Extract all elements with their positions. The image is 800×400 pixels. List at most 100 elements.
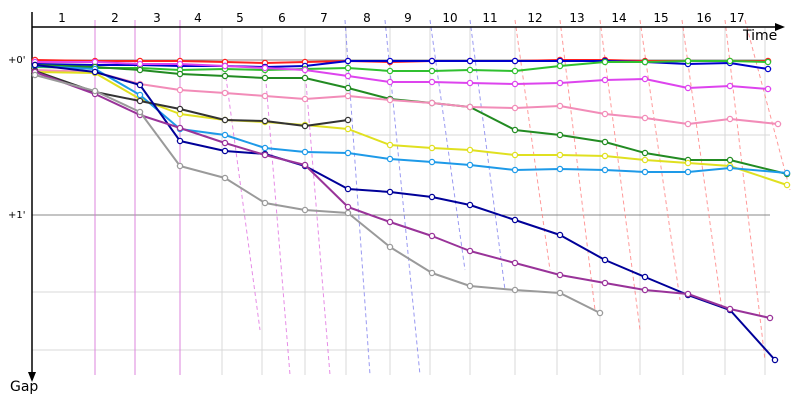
series-6-point-9 xyxy=(386,96,394,104)
time-axis-label: Time xyxy=(742,28,777,44)
series-8-point-8 xyxy=(344,149,352,157)
lap-label-15: 15 xyxy=(653,11,668,25)
series-8-point-17 xyxy=(726,164,734,172)
series-3-point-18 xyxy=(764,58,772,66)
series-4-point-16 xyxy=(684,84,692,92)
series-3-point-17 xyxy=(726,57,734,65)
series-10-point-18 xyxy=(771,356,779,364)
series-3-point-14 xyxy=(601,58,609,66)
series-5-point-5 xyxy=(221,72,229,80)
series-11-point-11 xyxy=(466,247,474,255)
series-2-point-10 xyxy=(428,57,436,65)
series-7-point-15 xyxy=(641,156,649,164)
series-7-point-10 xyxy=(428,144,436,152)
series-6-point-13 xyxy=(556,102,564,110)
series-11-point-14 xyxy=(601,279,609,287)
lap-label-11: 11 xyxy=(482,11,497,25)
lap-label-5: 5 xyxy=(236,11,244,25)
series-11-point-15 xyxy=(641,286,649,294)
series-9-point-4 xyxy=(176,105,184,113)
pit-stop-lines xyxy=(94,19,791,376)
series-10-point-13 xyxy=(556,231,564,239)
series-11-point-9 xyxy=(386,218,394,226)
series-6-point-11 xyxy=(466,103,474,111)
series-12-point-6 xyxy=(261,199,269,207)
series-6-point-14 xyxy=(601,110,609,118)
series-9-point-7 xyxy=(301,122,309,130)
series-6 xyxy=(31,66,782,128)
series-10-point-8 xyxy=(344,185,352,193)
series-5-point-3 xyxy=(136,66,144,74)
gap-tick-one: +1' xyxy=(8,210,26,221)
series-12-point-9 xyxy=(386,243,394,251)
series-12-point-14 xyxy=(596,309,604,317)
series-5-point-17 xyxy=(726,156,734,164)
series-6-point-15 xyxy=(641,114,649,122)
series-7-point-13 xyxy=(556,151,564,159)
series-12 xyxy=(31,71,604,317)
series-3-point-11 xyxy=(466,66,474,74)
series-8-point-10 xyxy=(428,158,436,166)
series-2-point-12 xyxy=(511,57,519,65)
series-3-point-13 xyxy=(556,62,564,70)
series-6-point-5 xyxy=(221,89,229,97)
series-8-point-3 xyxy=(136,91,144,99)
series-8-point-5 xyxy=(221,131,229,139)
lap-label-7: 7 xyxy=(320,11,328,25)
gap-axis-arrow xyxy=(28,372,36,382)
series-8-point-13 xyxy=(556,165,564,173)
driver-series xyxy=(31,56,791,364)
series-11-point-18 xyxy=(766,314,774,322)
gap-tick-zero: +0' xyxy=(8,55,26,66)
series-4-point-12 xyxy=(511,80,519,88)
pit-line-7 xyxy=(344,19,371,376)
grid xyxy=(32,28,770,375)
series-5-point-8 xyxy=(344,84,352,92)
series-10-point-1 xyxy=(31,61,39,69)
series-8-point-16 xyxy=(684,168,692,176)
pit-line-5 xyxy=(264,69,291,376)
series-10-point-3 xyxy=(136,81,144,89)
series-line-7 xyxy=(34,71,788,186)
series-4-point-9 xyxy=(386,78,394,86)
series-9-point-8 xyxy=(344,116,352,124)
series-7-point-9 xyxy=(386,141,394,149)
series-6-point-12 xyxy=(511,104,519,112)
series-12-point-8 xyxy=(344,209,352,217)
series-6-point-4 xyxy=(176,86,184,94)
lap-label-2: 2 xyxy=(111,11,119,25)
series-line-4 xyxy=(35,61,769,90)
series-12-point-2 xyxy=(91,87,99,95)
series-6-point-8 xyxy=(344,92,352,100)
series-7-point-14 xyxy=(601,152,609,160)
series-4-point-18 xyxy=(764,85,772,93)
lap-label-4: 4 xyxy=(194,11,202,25)
lap-label-17: 17 xyxy=(729,11,744,25)
series-4-point-3 xyxy=(136,60,144,68)
series-11-point-6 xyxy=(261,151,269,159)
time-axis-arrow xyxy=(775,23,785,31)
series-line-12 xyxy=(34,74,601,314)
series-8-point-6 xyxy=(261,144,269,152)
series-4 xyxy=(31,58,772,93)
series-11-point-8 xyxy=(344,203,352,211)
series-12-point-13 xyxy=(556,289,564,297)
series-11-point-12 xyxy=(511,259,519,267)
series-7-point-18 xyxy=(783,181,791,189)
series-4-point-4 xyxy=(176,60,184,68)
series-4-point-10 xyxy=(428,78,436,86)
series-line-6 xyxy=(34,69,779,125)
series-5-point-15 xyxy=(641,149,649,157)
pit-line-13 xyxy=(599,19,641,331)
series-10-point-4 xyxy=(176,137,184,145)
series-7-point-8 xyxy=(344,125,352,133)
series-9-point-6 xyxy=(261,117,269,125)
pit-line-11 xyxy=(514,19,551,271)
series-4-point-13 xyxy=(556,79,564,87)
series-8-point-12 xyxy=(511,166,519,174)
series-11-point-5 xyxy=(221,139,229,147)
series-11-point-16 xyxy=(684,290,692,298)
gap-axis-label: Gap xyxy=(10,379,38,395)
series-line-3 xyxy=(34,60,769,72)
